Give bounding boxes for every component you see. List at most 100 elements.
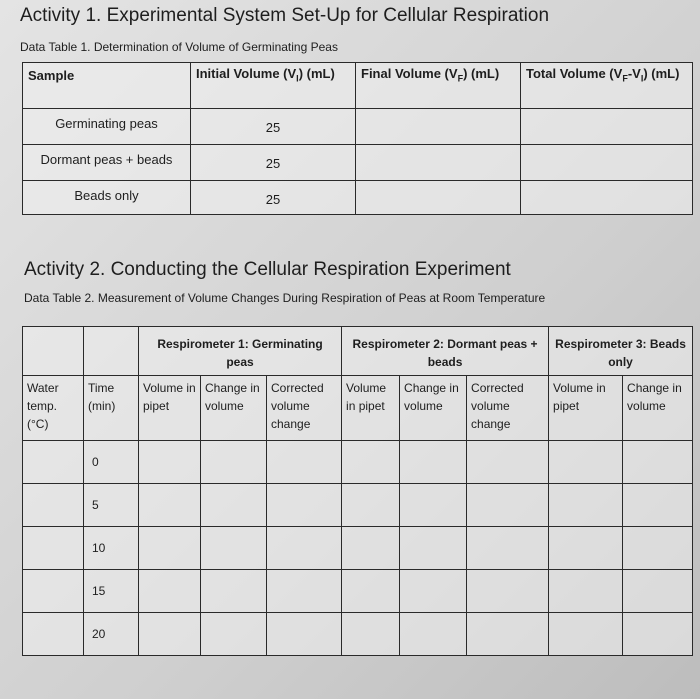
activity-title: Activity 2. Conducting the Cellular Resp… [24, 259, 511, 280]
empty-cell [265, 483, 343, 527]
empty-cell [341, 483, 401, 527]
empty-cell [22, 440, 84, 484]
data-row: 15 [22, 569, 694, 613]
activity-title: Activity 1. Experimental System Set-Up f… [20, 5, 550, 26]
empty-cell [548, 526, 624, 570]
column-header-cell: Change in volume [200, 375, 267, 441]
empty-cell [138, 483, 201, 527]
empty-cell [548, 483, 624, 527]
header-text: F [622, 73, 628, 84]
header-text: I [640, 73, 644, 84]
header-text: Final Volume (V [361, 66, 458, 81]
table-caption: Data Table 2. Measurement of Volume Chan… [24, 291, 546, 305]
header-text: Total Volume (V [526, 66, 623, 81]
empty-cell [399, 440, 468, 484]
empty-cell [399, 569, 468, 613]
data-row: 0 [22, 440, 694, 484]
column-header-cell: Water temp. (°C) [22, 375, 84, 441]
header-text: F [457, 73, 464, 84]
header-text: Initial Volume (V [196, 66, 297, 81]
initial-volume-cell: 25 [190, 108, 356, 145]
empty-cell [200, 440, 267, 484]
empty-cell [622, 612, 694, 656]
column-header-cell: Volume in pipet [548, 375, 624, 441]
table-caption: Data Table 1. Determination of Volume of… [20, 40, 338, 54]
sample-cell: Beads only [22, 180, 191, 215]
time-cell: 15 [83, 569, 139, 613]
sample-cell: Germinating peas [22, 108, 191, 145]
header-text: I [296, 73, 299, 84]
empty-cell [22, 569, 84, 613]
empty-cell [548, 612, 624, 656]
empty-cell [520, 108, 693, 145]
header-text: ) (mL) [643, 66, 680, 81]
empty-cell [466, 612, 550, 656]
initial-volume-cell: 25 [190, 180, 356, 215]
empty-cell [399, 612, 468, 656]
empty-cell [622, 526, 694, 570]
column-header-cell: Corrected volume change [265, 375, 343, 441]
empty-cell [548, 569, 624, 613]
group-header-cell: Respirometer 2: Dormant peas + beads [341, 326, 550, 376]
empty-cell [622, 440, 694, 484]
empty-cell [399, 483, 468, 527]
empty-cell [622, 569, 694, 613]
empty-cell [22, 483, 84, 527]
data-row: 20 [22, 612, 694, 656]
empty-cell [548, 440, 624, 484]
column-header-cell: Change in volume [622, 375, 694, 441]
empty-cell [520, 144, 693, 181]
data-row: Germinating peas 25 [22, 108, 693, 145]
column-header-row: Water temp. (°C) Time (min) Volume in pipe… [22, 375, 694, 441]
empty-cell [265, 440, 343, 484]
data-row: 5 [22, 483, 694, 527]
header-cell: Final Volume (VF) (mL) [355, 62, 521, 109]
empty-cell [355, 144, 521, 181]
data-table-2: Respirometer 1: Germinating peas Respirom… [22, 326, 694, 656]
empty-cell [138, 612, 201, 656]
column-header-cell: Volume in pipet [341, 375, 401, 441]
empty-cell [622, 483, 694, 527]
time-cell: 0 [83, 440, 139, 484]
empty-cell [200, 612, 267, 656]
initial-volume-cell: 25 [190, 144, 356, 181]
empty-cell [22, 326, 84, 376]
data-row: Dormant peas + beads 25 [22, 144, 693, 181]
group-header-row: Respirometer 1: Germinating peas Respirom… [22, 326, 694, 376]
column-header-cell: Change in volume [399, 375, 468, 441]
empty-cell [341, 440, 401, 484]
empty-cell [355, 180, 521, 215]
time-cell: 10 [83, 526, 139, 570]
empty-cell [138, 526, 201, 570]
data-table-1: Sample Initial Volume (VI) (mL) Final Volu… [22, 62, 693, 215]
empty-cell [83, 326, 139, 376]
empty-cell [200, 526, 267, 570]
data-row: 10 [22, 526, 694, 570]
empty-cell [341, 569, 401, 613]
empty-cell [265, 526, 343, 570]
time-cell: 20 [83, 612, 139, 656]
group-header-cell: Respirometer 1: Germinating peas [137, 326, 343, 376]
header-text: ) (mL) [298, 66, 335, 81]
empty-cell [265, 612, 343, 656]
empty-cell [520, 180, 693, 215]
empty-cell [466, 483, 550, 527]
empty-cell [466, 440, 550, 484]
header-row: Sample Initial Volume (VI) (mL) Final Volu… [22, 62, 693, 109]
column-header-cell: Corrected volume change [466, 375, 550, 441]
header-text: -V [627, 66, 641, 81]
empty-cell [138, 440, 201, 484]
header-text: ) (mL) [463, 66, 500, 81]
empty-cell [399, 526, 468, 570]
empty-cell [466, 569, 550, 613]
empty-cell [341, 612, 401, 656]
group-header-cell: Respirometer 3: Beads only [548, 326, 694, 376]
column-header-cell: Time (min) [83, 375, 139, 441]
empty-cell [138, 569, 201, 613]
column-header-cell: Volume in pipet [138, 375, 201, 441]
empty-cell [200, 569, 267, 613]
empty-cell [200, 483, 267, 527]
header-cell: Sample [22, 62, 191, 109]
header-cell: Initial Volume (VI) (mL) [190, 62, 356, 109]
